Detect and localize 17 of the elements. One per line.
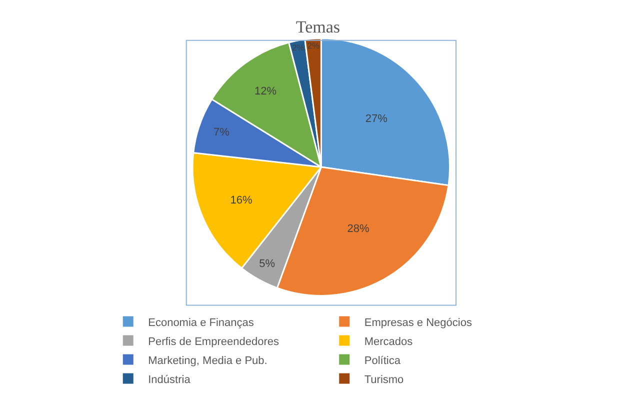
legend-label: Economia e Finanças	[148, 316, 254, 329]
data-label: 2%	[292, 42, 305, 53]
legend-label: Marketing, Media e Pub.	[148, 354, 268, 367]
chart-title: Temas	[296, 17, 340, 36]
legend-label: Empresas e Negócios	[364, 316, 472, 329]
data-label: 28%	[347, 223, 370, 236]
legend-label: Turismo	[364, 374, 404, 386]
data-label: 12%	[254, 86, 277, 98]
data-label: 7%	[214, 126, 230, 139]
data-label: 5%	[259, 258, 276, 270]
legend-label: Indústria	[148, 374, 192, 386]
legend-label: Perfis de Empreendedores	[148, 336, 280, 348]
legend-label: Mercados	[364, 336, 414, 348]
data-label: 16%	[230, 194, 252, 206]
legend-label: Política	[364, 354, 402, 367]
data-label: 2%	[307, 40, 320, 51]
data-label: 27%	[365, 113, 388, 126]
